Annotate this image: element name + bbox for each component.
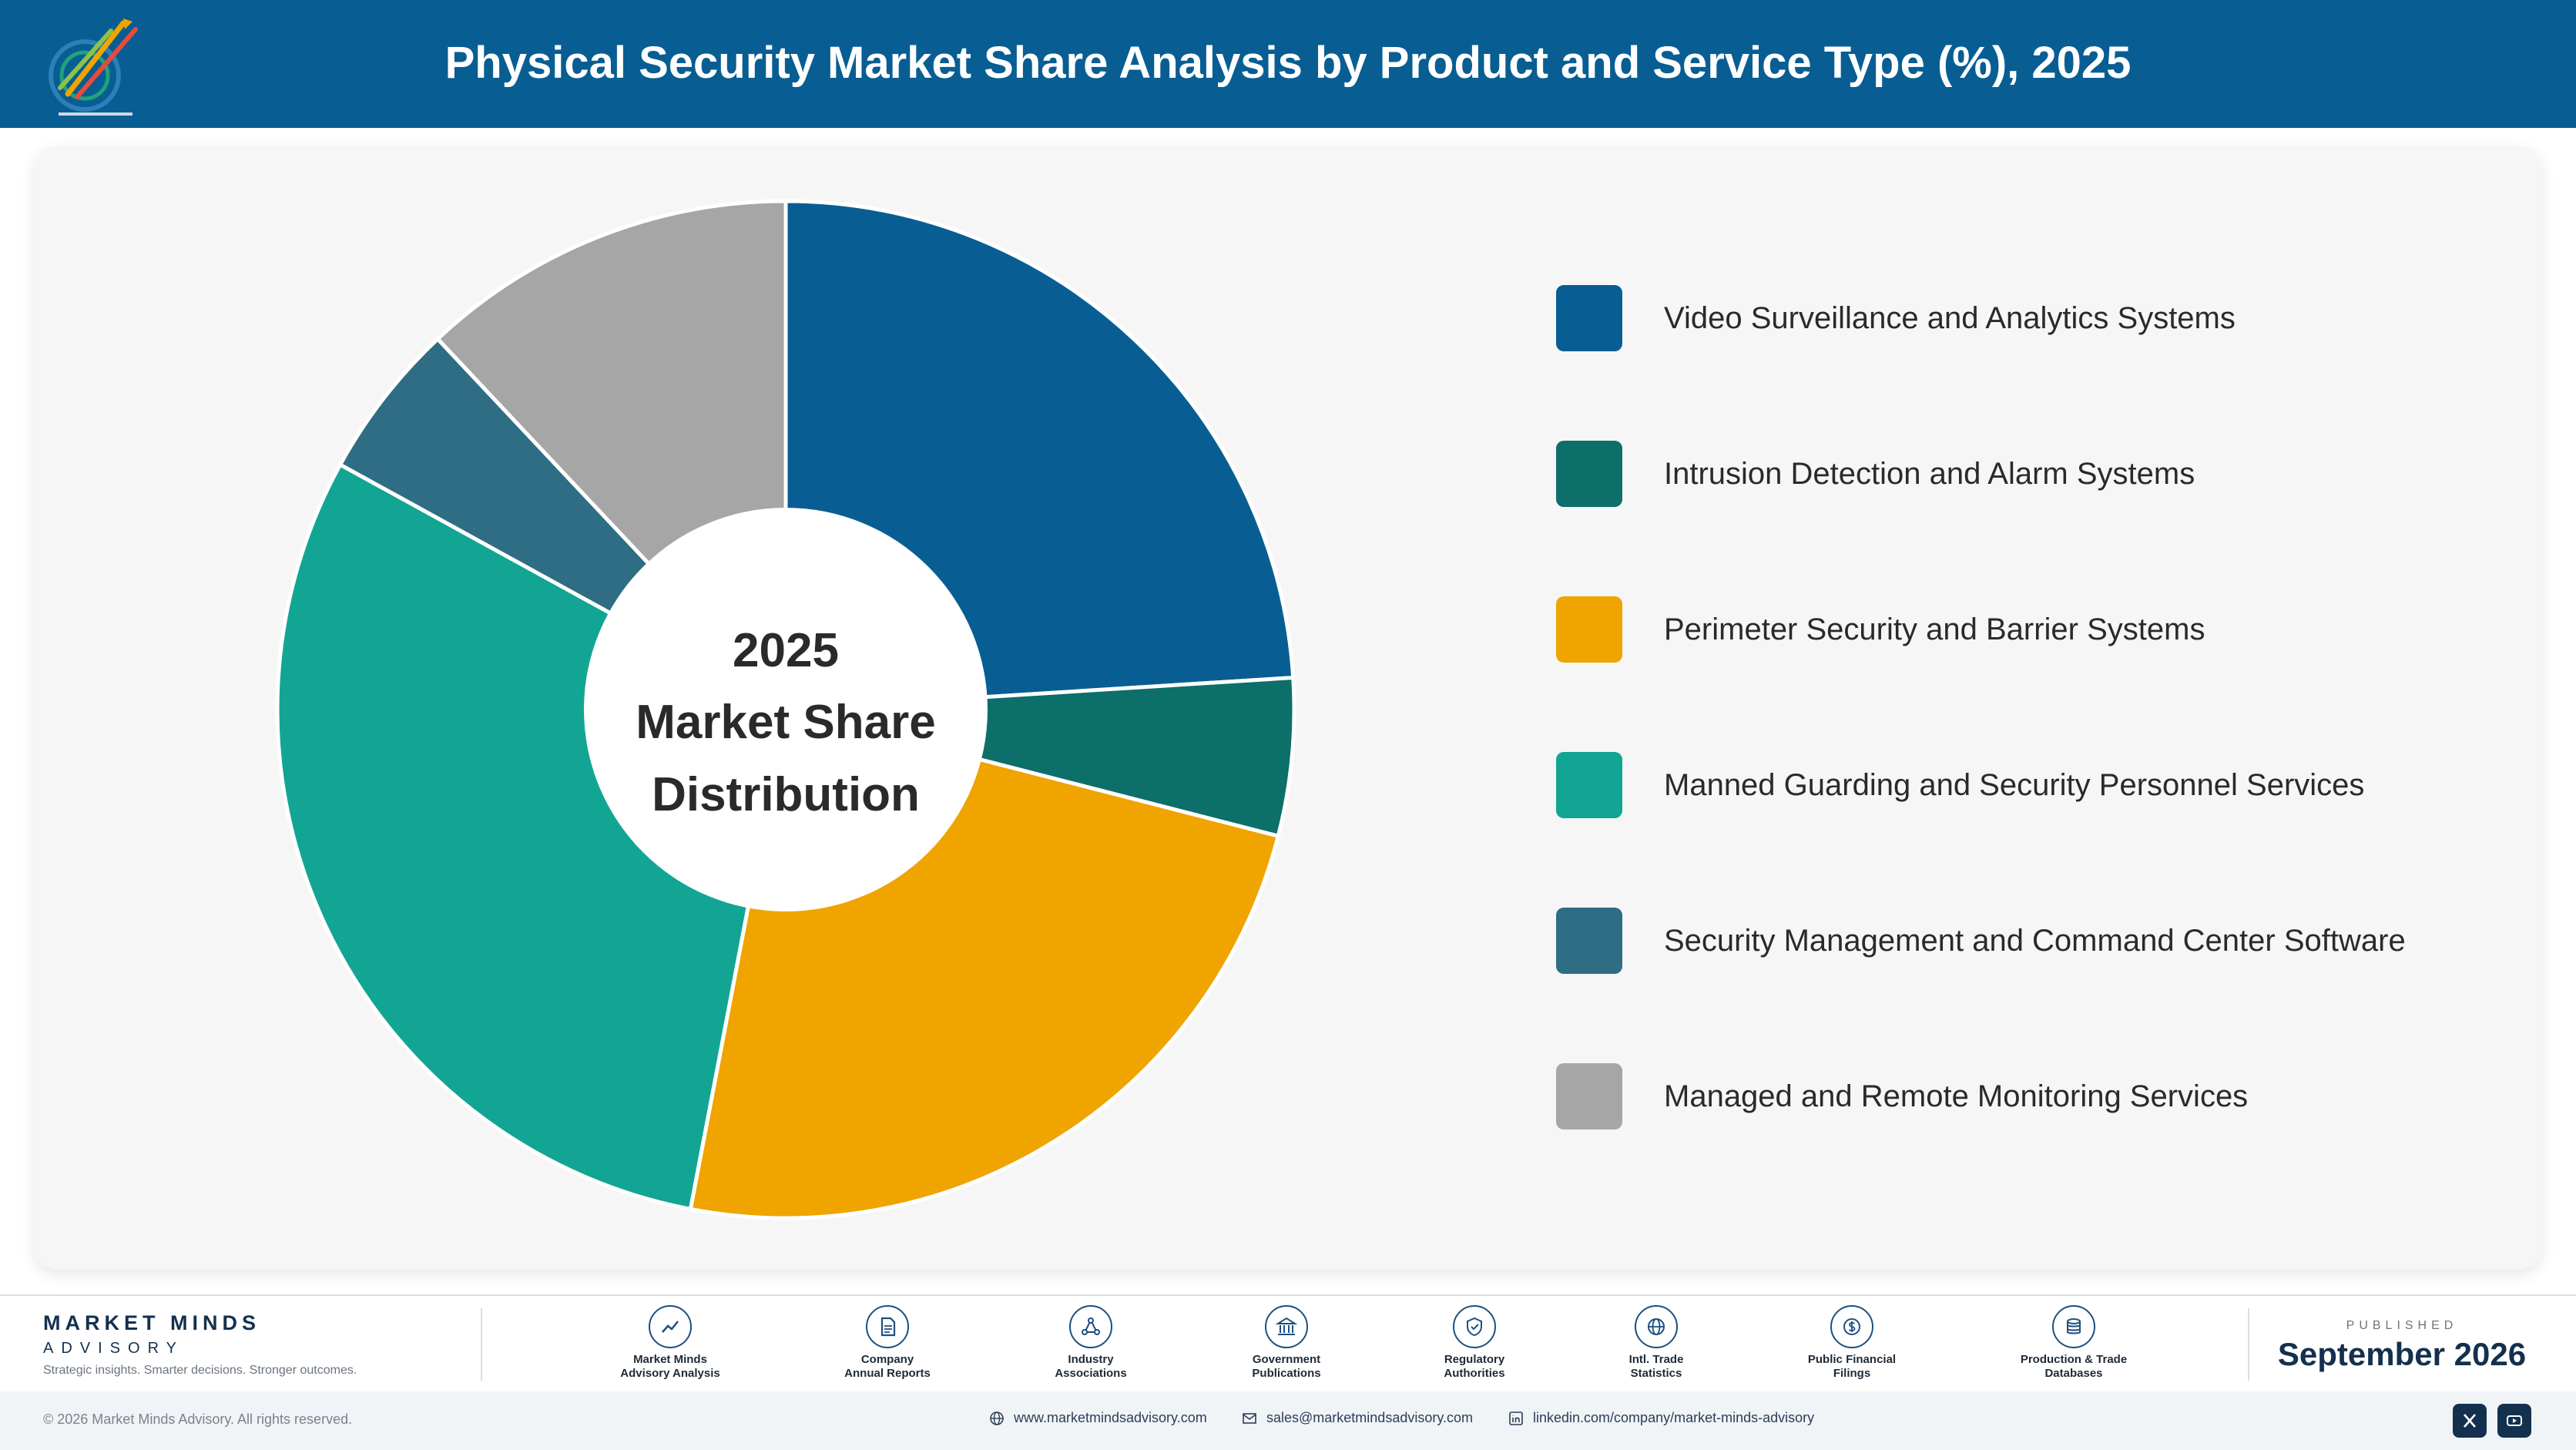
legend-swatch	[1556, 752, 1622, 818]
source-label: Company Annual Reports	[844, 1353, 931, 1380]
source-label: Regulatory Authorities	[1444, 1353, 1505, 1380]
government-icon	[1265, 1305, 1308, 1348]
coin-icon	[1830, 1305, 1873, 1348]
legend-item-manned-guarding: Manned Guarding and Security Personnel S…	[1556, 750, 2364, 820]
legend-item-security-management: Security Management and Command Center S…	[1556, 906, 2406, 975]
source-label: Industry Associations	[1055, 1353, 1127, 1380]
center-label-line3: Distribution	[652, 768, 920, 821]
brand-subtitle: ADVISORY	[43, 1340, 184, 1357]
source-financial-filings: Public Financial Filings	[1775, 1305, 1929, 1381]
linkedin-icon	[1509, 1411, 1523, 1425]
brand-name: MARKET MINDS	[43, 1311, 260, 1334]
chart-line-icon	[649, 1305, 692, 1348]
legend-swatch	[1556, 596, 1622, 663]
mail-icon	[1243, 1412, 1256, 1424]
footer-divider	[2248, 1308, 2249, 1381]
linkedin-link[interactable]: linkedin.com/company/market-minds-adviso…	[1508, 1410, 1814, 1426]
x-social-button[interactable]	[2453, 1404, 2487, 1438]
legend-item-managed-monitoring: Managed and Remote Monitoring Services	[1556, 1062, 2248, 1131]
source-industry-associations: Industry Associations	[1014, 1305, 1168, 1381]
published-date: September 2026	[2277, 1336, 2527, 1372]
globe-icon	[990, 1411, 1004, 1425]
brand-tagline: Strategic insights. Smarter decisions. S…	[43, 1364, 357, 1377]
source-label: Public Financial Filings	[1807, 1353, 1897, 1380]
youtube-icon	[2507, 1415, 2522, 1426]
website-link[interactable]: www.marketmindsadvisory.com	[989, 1410, 1207, 1426]
email-text: sales@marketmindsadvisory.com	[1266, 1410, 1474, 1425]
legend-item-perimeter-security: Perimeter Security and Barrier Systems	[1556, 595, 2205, 664]
shield-check-icon	[1453, 1305, 1496, 1348]
legend-label: Manned Guarding and Security Personnel S…	[1664, 767, 2365, 802]
footer-divider	[481, 1308, 482, 1381]
source-label: Government Publications	[1252, 1353, 1321, 1380]
email-link[interactable]: sales@marketmindsadvisory.com	[1242, 1410, 1473, 1426]
center-label-year: 2025	[733, 624, 839, 677]
source-label: Market Minds Advisory Analysis	[620, 1353, 720, 1380]
source-trade-statistics: Intl. Trade Statistics	[1579, 1305, 1733, 1381]
source-market-minds-analysis: Market Minds Advisory Analysis	[593, 1305, 747, 1381]
legend-label: Security Management and Command Center S…	[1664, 923, 2406, 958]
copyright-text: © 2026 Market Minds Advisory. All rights…	[43, 1411, 353, 1427]
bottom-bar: © 2026 Market Minds Advisory. All rights…	[0, 1391, 2576, 1450]
website-text: www.marketmindsadvisory.com	[1014, 1410, 1207, 1425]
center-label-line2: Market Share	[636, 696, 935, 749]
legend-item-video-surveillance: Video Surveillance and Analytics Systems	[1556, 284, 2236, 353]
document-icon	[866, 1305, 909, 1348]
source-production-trade-databases: Production & Trade Databases	[1997, 1305, 2151, 1381]
legend-label: Managed and Remote Monitoring Services	[1664, 1079, 2249, 1113]
network-icon	[1069, 1305, 1112, 1348]
page-title: Physical Security Market Share Analysis …	[444, 38, 2132, 88]
donut-hole	[584, 508, 988, 911]
header-bar: Physical Security Market Share Analysis …	[0, 0, 2576, 128]
source-label: Production & Trade Databases	[2020, 1353, 2128, 1380]
company-logo-icon	[49, 18, 138, 116]
legend-swatch	[1556, 441, 1622, 507]
linkedin-text: linkedin.com/company/market-minds-adviso…	[1533, 1410, 1815, 1425]
source-government-publications: Government Publications	[1209, 1305, 1363, 1381]
database-icon	[2052, 1305, 2095, 1348]
x-icon	[2464, 1414, 2476, 1428]
legend-label: Video Surveillance and Analytics Systems	[1664, 300, 2236, 335]
source-regulatory-authorities: Regulatory Authorities	[1397, 1305, 1551, 1381]
published-label: PUBLISHED	[2346, 1319, 2458, 1332]
legend-label: Perimeter Security and Barrier Systems	[1664, 612, 2205, 646]
legend-item-intrusion-detection: Intrusion Detection and Alarm Systems	[1556, 439, 2195, 509]
legend-label: Intrusion Detection and Alarm Systems	[1664, 456, 2195, 491]
globe-icon	[1635, 1305, 1678, 1348]
youtube-social-button[interactable]	[2497, 1404, 2531, 1438]
source-company-reports: Company Annual Reports	[810, 1305, 964, 1381]
source-label: Intl. Trade Statistics	[1628, 1353, 1684, 1380]
legend-swatch	[1556, 285, 1622, 351]
legend-swatch	[1556, 1063, 1622, 1129]
legend-swatch	[1556, 908, 1622, 974]
donut-chart: 2025 Market Share Distribution	[277, 201, 1295, 1218]
